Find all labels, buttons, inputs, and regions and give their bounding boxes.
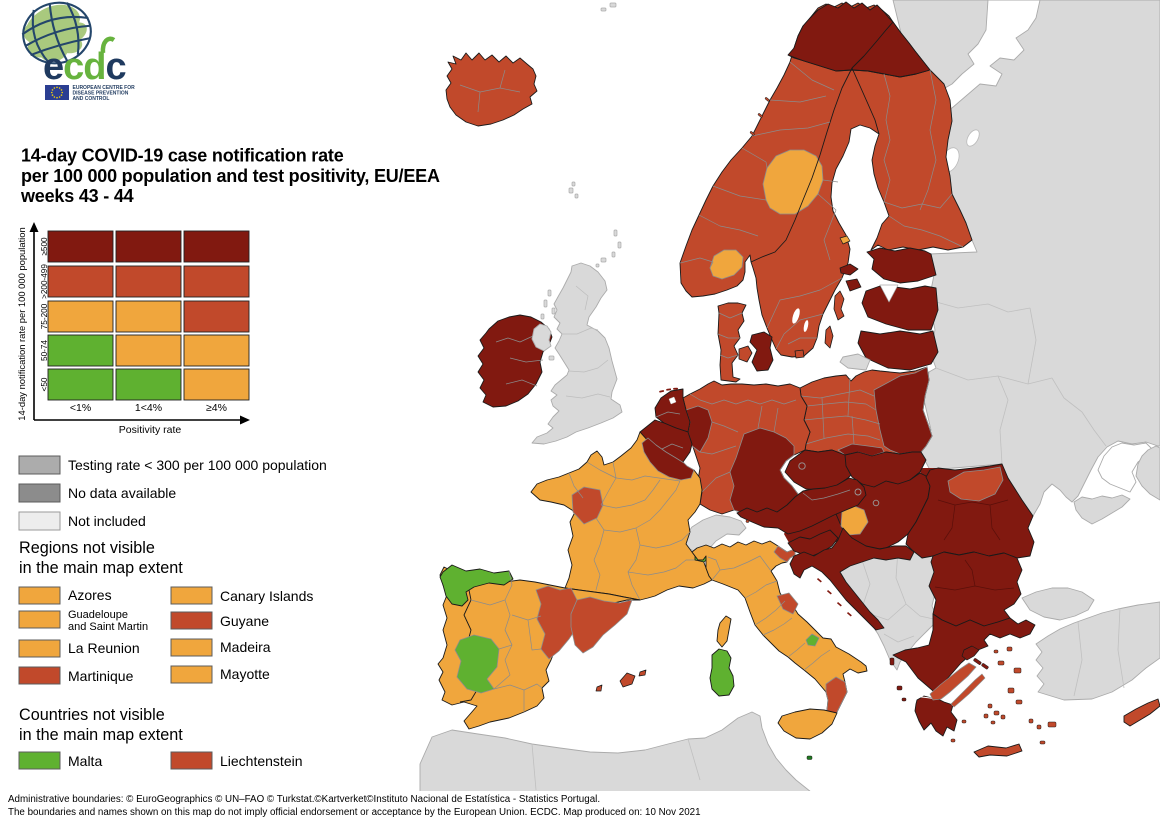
svg-text:Regions not visible: Regions not visible	[19, 539, 155, 557]
svg-text:AND CONTROL: AND CONTROL	[73, 96, 110, 102]
svg-text:≥500: ≥500	[40, 237, 49, 256]
svg-text:in the main map extent: in the main map extent	[19, 726, 183, 744]
svg-text:Malta: Malta	[68, 753, 102, 769]
svg-text:75-200: 75-200	[40, 303, 49, 329]
svg-text:Mayotte: Mayotte	[220, 666, 270, 682]
svg-text:Martinique: Martinique	[68, 668, 134, 684]
svg-text:>200-499: >200-499	[40, 264, 49, 299]
svg-text:50-74: 50-74	[40, 340, 49, 361]
svg-text:DISEASE PREVENTION: DISEASE PREVENTION	[73, 91, 129, 97]
svg-text:The boundaries and names shown: The boundaries and names shown on this m…	[8, 807, 701, 818]
svg-text:La Reunion: La Reunion	[68, 640, 140, 656]
svg-text:Administrative boundaries: © E: Administrative boundaries: © EuroGeograp…	[8, 794, 600, 805]
svg-text:weeks 43 - 44: weeks 43 - 44	[20, 186, 134, 206]
svg-text:ecdc: ecdc	[43, 46, 127, 88]
svg-text:1<4%: 1<4%	[135, 402, 162, 414]
svg-text:<1%: <1%	[70, 402, 91, 414]
svg-text:Positivity rate: Positivity rate	[119, 424, 182, 436]
svg-text:Guadeloupe: Guadeloupe	[68, 609, 128, 621]
svg-text:in the main map extent: in the main map extent	[19, 559, 183, 577]
svg-text:Liechtenstein: Liechtenstein	[220, 753, 303, 769]
svg-text:EUROPEAN CENTRE FOR: EUROPEAN CENTRE FOR	[73, 85, 136, 91]
svg-text:Countries not visible: Countries not visible	[19, 706, 165, 724]
svg-text:per 100 000 population and tes: per 100 000 population and test positivi…	[21, 166, 440, 186]
svg-text:Testing rate < 300 per 100 000: Testing rate < 300 per 100 000 populatio…	[68, 457, 327, 473]
svg-text:and Saint Martin: and Saint Martin	[68, 621, 148, 633]
svg-text:≥4%: ≥4%	[206, 402, 227, 414]
svg-text:Azores: Azores	[68, 587, 112, 603]
svg-text:No data available: No data available	[68, 485, 176, 501]
svg-text:14-day notification rate per 1: 14-day notification rate per 100 000 pop…	[16, 227, 27, 420]
svg-text:<50: <50	[40, 377, 49, 391]
svg-text:Canary Islands: Canary Islands	[220, 588, 313, 604]
svg-text:Guyane: Guyane	[220, 613, 269, 629]
svg-text:Not included: Not included	[68, 513, 146, 529]
svg-text:Madeira: Madeira	[220, 639, 271, 655]
svg-text:14-day COVID-19 case notificat: 14-day COVID-19 case notification rate	[21, 146, 344, 166]
